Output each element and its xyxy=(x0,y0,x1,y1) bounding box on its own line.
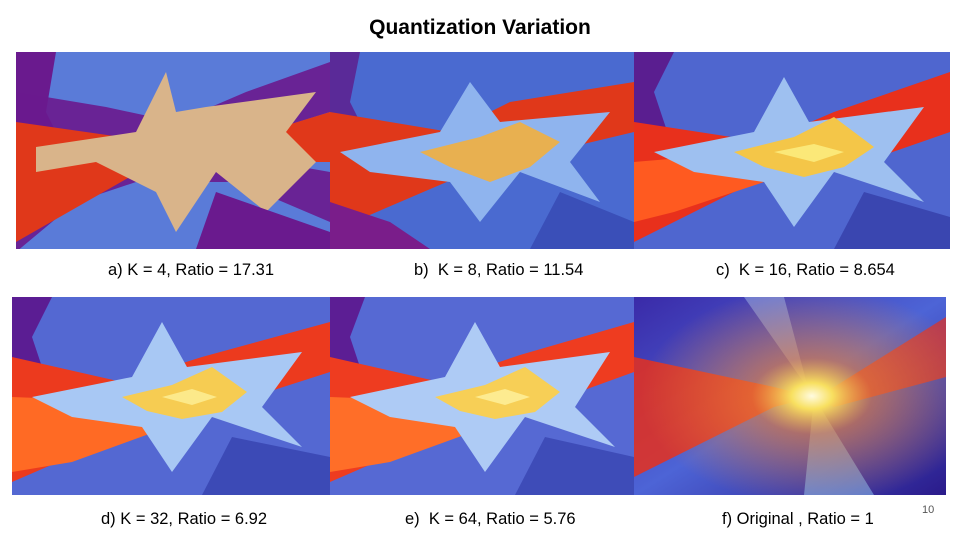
image-k8 xyxy=(330,52,634,249)
caption-original: f) Original , Ratio = 1 xyxy=(722,510,874,528)
caption-k16: c) K = 16, Ratio = 8.654 xyxy=(716,261,895,279)
image-k16 xyxy=(634,52,950,249)
caption-k4: a) K = 4, Ratio = 17.31 xyxy=(108,261,275,279)
image-k32 xyxy=(12,297,330,495)
caption-k8: b) K = 8, Ratio = 11.54 xyxy=(414,261,584,279)
slide-title: Quantization Variation xyxy=(369,16,591,39)
image-k64 xyxy=(330,297,634,495)
caption-k64: e) K = 64, Ratio = 5.76 xyxy=(405,510,576,528)
caption-k32: d) K = 32, Ratio = 6.92 xyxy=(101,510,268,528)
image-k4 xyxy=(16,52,330,249)
slide-number: 10 xyxy=(922,504,935,516)
image-original xyxy=(634,297,946,495)
